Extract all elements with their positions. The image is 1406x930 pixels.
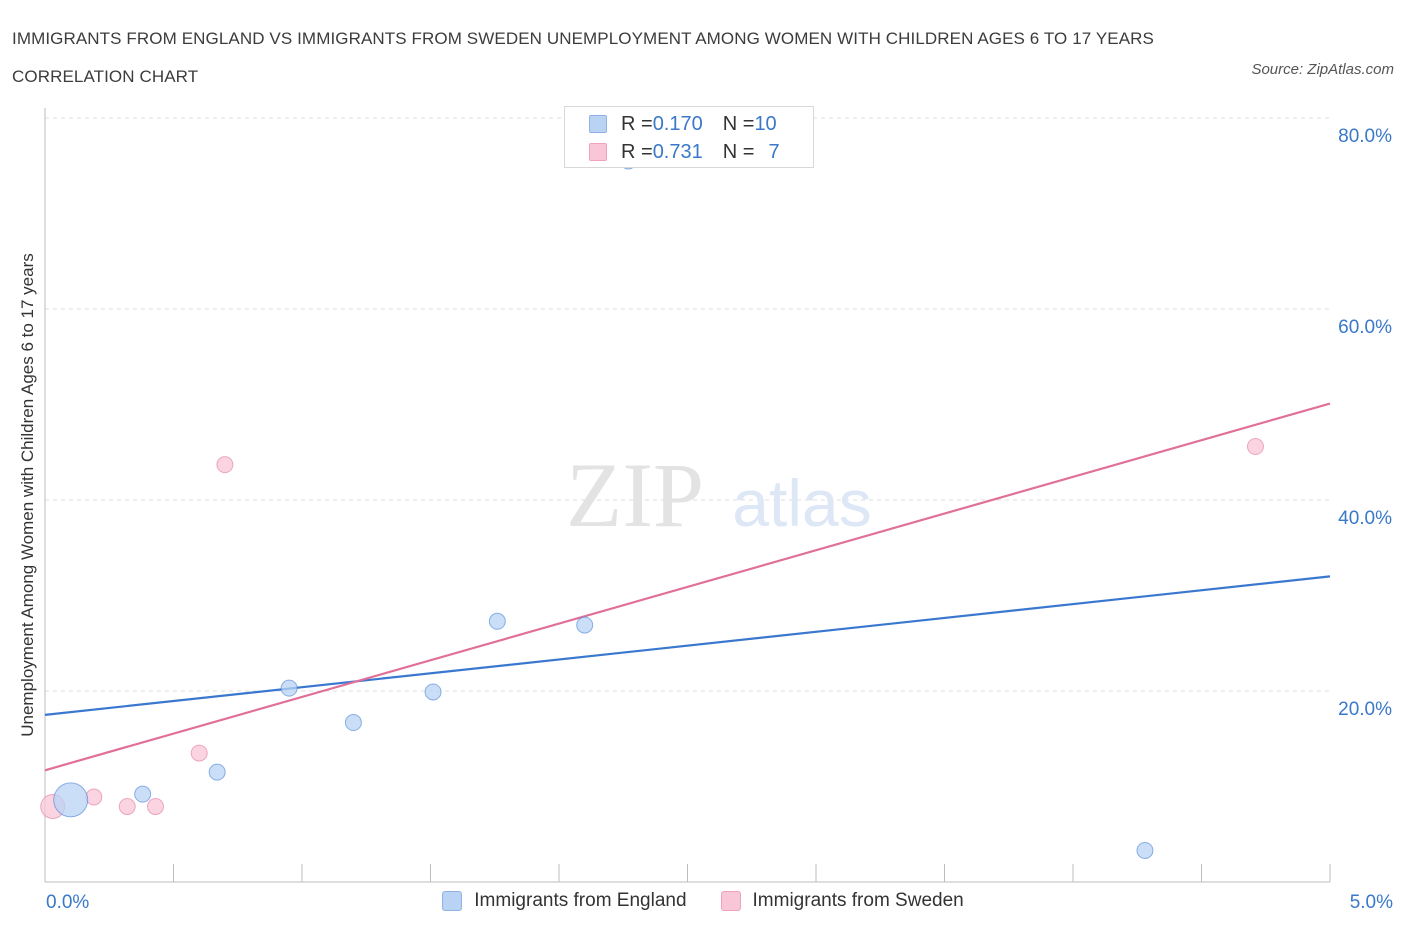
y-tick-label: 40.0% xyxy=(1338,508,1392,529)
england-data-point[interactable] xyxy=(488,612,506,630)
england-data-point[interactable] xyxy=(134,785,152,803)
watermark: ZIP atlas xyxy=(566,444,872,546)
england-data-point[interactable] xyxy=(280,679,298,697)
r-value: 0.170 xyxy=(652,112,703,135)
y-tick-labels: 20.0% 40.0% 60.0% 80.0% xyxy=(1338,126,1392,720)
england-legend-swatch xyxy=(442,891,463,911)
chart-title: IMMIGRANTS FROM ENGLAND VS IMMIGRANTS FR… xyxy=(12,29,1154,86)
n-label: N = xyxy=(722,112,755,135)
x-tick-label-min: 0.0% xyxy=(46,892,89,913)
legend-label-sweden: Immigrants from Sweden xyxy=(752,890,964,911)
n-label: N = xyxy=(722,140,755,163)
n-value: 10 xyxy=(754,112,777,135)
source-credit: Source: ZipAtlas.com xyxy=(1251,61,1394,78)
sweden-swatch xyxy=(589,143,607,161)
sweden-data-point[interactable] xyxy=(85,788,103,806)
x-tick-labels: 0.0% 5.0% xyxy=(46,892,1393,913)
sweden-data-point[interactable] xyxy=(1246,438,1264,456)
trendlines xyxy=(44,402,1331,772)
sweden-trendline xyxy=(44,402,1331,772)
england-data-point[interactable] xyxy=(344,714,362,732)
watermark-atlas: atlas xyxy=(732,466,871,540)
england-data-point[interactable] xyxy=(576,616,594,634)
sweden-data-point[interactable] xyxy=(118,798,136,816)
stats-row-england: R = 0.170 N = 10 xyxy=(589,112,777,136)
england-swatch xyxy=(589,115,607,133)
r-value: 0.731 xyxy=(652,140,703,163)
stats-legend: R = 0.170 N = 10 R = 0.731 N = 7 xyxy=(564,106,814,168)
r-label: R = xyxy=(621,112,653,135)
axes xyxy=(44,108,1331,883)
y-tick-label: 60.0% xyxy=(1338,317,1392,338)
england-data-point[interactable] xyxy=(208,763,226,781)
sweden-legend-swatch xyxy=(720,891,741,911)
sweden-data-point[interactable] xyxy=(190,744,208,762)
r-label: R = xyxy=(621,140,653,163)
england-trendline xyxy=(44,575,1331,716)
sweden-data-point[interactable] xyxy=(147,798,165,816)
n-value: 7 xyxy=(768,140,780,163)
england-data-point[interactable] xyxy=(1136,841,1154,859)
x-tick-label-max: 5.0% xyxy=(1350,892,1393,913)
y-tick-label: 80.0% xyxy=(1338,126,1392,147)
legend-item-england[interactable]: Immigrants from England xyxy=(442,890,687,912)
legend-item-sweden[interactable]: Immigrants from Sweden xyxy=(720,890,964,912)
gridlines xyxy=(45,117,1330,692)
england-data-point[interactable] xyxy=(53,782,89,818)
series-legend: Immigrants from England Immigrants from … xyxy=(0,890,1406,912)
england-data-point[interactable] xyxy=(424,683,442,701)
legend-label-england: Immigrants from England xyxy=(474,890,687,911)
stats-row-sweden: R = 0.731 N = 7 xyxy=(589,140,780,164)
sweden-data-point[interactable] xyxy=(216,456,234,474)
y-tick-label: 20.0% xyxy=(1338,699,1392,720)
watermark-zip: ZIP xyxy=(566,444,704,546)
